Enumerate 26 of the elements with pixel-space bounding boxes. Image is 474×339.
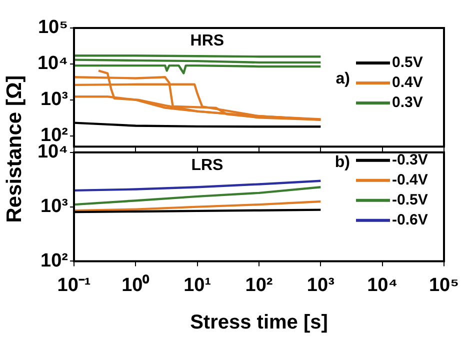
legend-label: 0.4V xyxy=(392,74,423,92)
y-tick-label: 10⁵ xyxy=(38,17,68,38)
x-tick-label: 10² xyxy=(245,274,273,296)
annotation: HRS xyxy=(190,32,224,50)
y-tick-label: 10² xyxy=(40,250,68,272)
y-tick-label: 10⁴ xyxy=(37,142,68,163)
x-tick-label: 10³ xyxy=(306,274,334,296)
x-tick-label: 10¹ xyxy=(184,274,212,296)
annotation: a) xyxy=(336,70,350,88)
y-axis-title: Resistance [Ω] xyxy=(3,74,27,224)
annotation: b) xyxy=(334,154,350,171)
legend-label: 0.5V xyxy=(392,54,423,72)
legend-label: -0.5V xyxy=(392,192,428,209)
y-tick-label: 10⁴ xyxy=(37,53,68,74)
x-axis-title: Stress time [s] xyxy=(190,312,328,334)
legend-label: -0.6V xyxy=(392,212,428,229)
legend-label: 0.3V xyxy=(392,94,423,112)
y-tick-label: 10³ xyxy=(40,196,68,218)
x-tick-label: 10⁴ xyxy=(367,274,398,296)
x-tick-label: 10⁻¹ xyxy=(57,274,91,296)
annotation: LRS xyxy=(191,156,224,174)
x-tick-label: 10⁰ xyxy=(122,274,150,296)
x-tick-label: 10⁵ xyxy=(428,274,460,296)
legend-label: -0.3V xyxy=(392,152,428,169)
y-tick-label: 10³ xyxy=(40,89,68,110)
legend-label: -0.4V xyxy=(392,172,428,189)
